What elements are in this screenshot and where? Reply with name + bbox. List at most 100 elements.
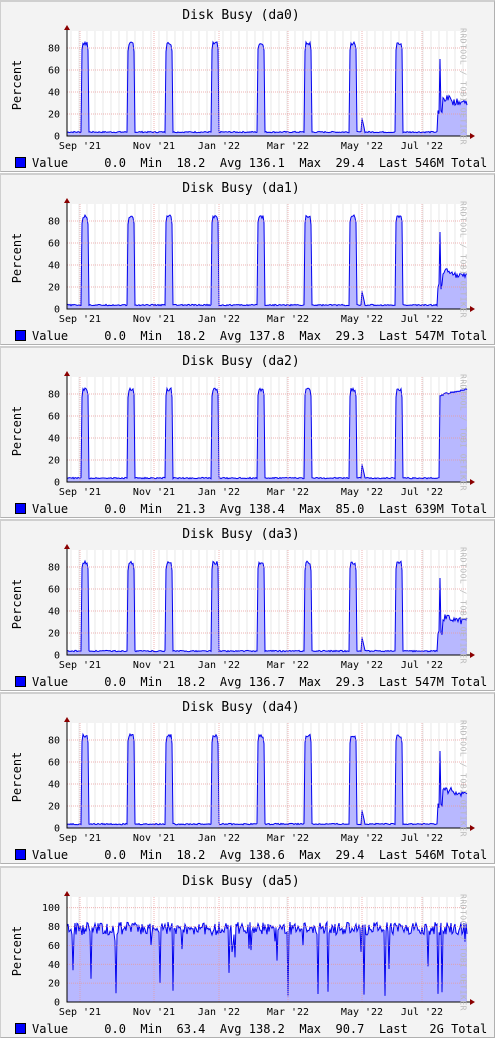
y-axis-arrow-icon	[64, 25, 70, 30]
x-tick-label: Sep '21	[59, 1007, 101, 1018]
axes	[66, 721, 471, 829]
axes	[66, 375, 471, 483]
y-axis-label: Percent	[10, 405, 24, 457]
legend-min-label: Min	[125, 1022, 163, 1036]
y-tick-label: 60	[48, 66, 60, 77]
legend-swatch-icon	[15, 330, 26, 341]
legend-avg-label: Avg	[205, 156, 242, 170]
x-tick-label: Jul '22	[401, 314, 443, 325]
x-tick-label: May '22	[341, 833, 383, 844]
x-tick-label: Jan '22	[198, 314, 240, 325]
legend-total-label: Total	[443, 156, 488, 170]
legend-swatch-icon	[15, 1023, 26, 1034]
legend-row: Value 0.0 Min 18.2 Avg 136.1 Max 29.4 La…	[15, 156, 487, 170]
y-axis-label: Percent	[10, 578, 24, 630]
legend-max-label: Max	[284, 502, 322, 516]
legend-row: Value 0.0 Min 18.2 Avg 138.6 Max 29.4 La…	[15, 848, 487, 862]
legend-swatch-icon	[15, 676, 26, 687]
legend-avg: 138.4	[241, 502, 285, 516]
x-tick-label: Jan '22	[198, 141, 240, 152]
axes	[66, 29, 471, 137]
y-tick-label: 80	[48, 736, 60, 747]
x-tick-label: Jul '22	[401, 660, 443, 671]
series-area	[67, 561, 467, 655]
x-tick-label: May '22	[341, 1007, 383, 1018]
legend-swatch-icon	[15, 157, 26, 168]
legend-min: 21.3	[162, 502, 206, 516]
y-tick-label: 20	[48, 110, 60, 121]
rrdtool-watermark: RRDTOOL / TOBI OETIKER	[458, 201, 468, 318]
legend-label: Value	[32, 675, 69, 689]
y-axis-arrow-icon	[64, 198, 70, 203]
y-tick-label: 80	[48, 44, 60, 55]
y-tick-label: 40	[48, 780, 60, 791]
series-area	[67, 734, 467, 828]
x-tick-label: Sep '21	[59, 314, 101, 325]
legend-min: 18.2	[162, 848, 206, 862]
axes	[66, 548, 471, 656]
x-tick-label: Nov '21	[133, 487, 175, 498]
legend-label: Value	[32, 848, 69, 862]
chart-title: Disk Busy (da1)	[182, 181, 300, 196]
x-axis-arrow-icon	[470, 825, 475, 831]
y-tick-label: 80	[48, 922, 60, 933]
rrdtool-watermark: RRDTOOL / TOBI OETIKER	[458, 547, 468, 664]
rrdtool-watermark: RRDTOOL / TOBI OETIKER	[458, 28, 468, 145]
x-tick-label: Jul '22	[401, 487, 443, 498]
legend-avg-label: Avg	[205, 675, 242, 689]
legend-swatch-icon	[15, 503, 26, 514]
x-tick-label: Sep '21	[59, 487, 101, 498]
y-axis-arrow-icon	[64, 544, 70, 549]
legend-current: 0.0	[68, 1022, 126, 1036]
y-axis-label: Percent	[10, 59, 24, 111]
legend-total: 547M	[407, 329, 444, 343]
x-axis-arrow-icon	[470, 999, 475, 1005]
y-tick-label: 20	[48, 802, 60, 813]
x-tick-label: Jul '22	[401, 141, 443, 152]
legend-current: 0.0	[68, 156, 126, 170]
plot-svg: 0 20 40 60 80 Sep '21 Nov '21 Jan '22 Mar '22 May…	[48, 198, 475, 325]
x-tick-label: Mar '22	[267, 660, 309, 671]
graph-panel: 0 20 40 60 80 Sep '21 Nov '21 Jan '22 Mar '22 May…	[0, 519, 495, 691]
y-tick-label: 60	[48, 239, 60, 250]
legend-total-label: Total	[443, 1022, 488, 1036]
x-tick-label: Jan '22	[198, 487, 240, 498]
y-tick-label: 0	[54, 132, 60, 143]
series-line	[66, 559, 468, 653]
x-tick-label: Jul '22	[401, 833, 443, 844]
rrdtool-watermark: RRDTOOL / TOBI OETIKER	[458, 374, 468, 491]
y-axis-label: Percent	[10, 925, 24, 977]
x-tick-label: Nov '21	[133, 833, 175, 844]
y-axis-label: Percent	[10, 232, 24, 284]
series-line	[66, 732, 468, 826]
legend-avg: 136.7	[241, 675, 285, 689]
legend-min: 63.4	[162, 1022, 206, 1036]
graph-panel: 0 20 40 60 80 Sep '21 Nov '21 Jan '22 Mar '22 May…	[0, 0, 495, 172]
plot-svg: 0 20 40 60 80 Sep '21 Nov '21 Jan '22 Mar '22 May…	[48, 25, 475, 152]
legend-max: 29.3	[321, 675, 365, 689]
legend-total: 547M	[407, 675, 444, 689]
legend-min: 18.2	[162, 329, 206, 343]
x-axis-arrow-icon	[470, 479, 475, 485]
legend-max: 29.4	[321, 156, 365, 170]
legend-max: 85.0	[321, 502, 365, 516]
y-tick-label: 40	[48, 88, 60, 99]
x-axis-arrow-icon	[470, 306, 475, 312]
x-tick-label: May '22	[341, 487, 383, 498]
series-area	[67, 42, 467, 136]
legend-swatch-icon	[15, 849, 26, 860]
legend-label: Value	[32, 329, 69, 343]
legend-last-label: Last	[364, 1022, 408, 1036]
legend-min-label: Min	[125, 329, 163, 343]
graph-panel: 0 20 40 60 80 Sep '21 Nov '21 Jan '22 Mar '22 May…	[0, 173, 495, 345]
legend-avg: 136.1	[241, 156, 285, 170]
legend-current: 0.0	[68, 329, 126, 343]
plot-svg: 0 20 40 60 80 Sep '21 Nov '21 Jan '22 Mar '22 May…	[48, 717, 475, 844]
x-axis-arrow-icon	[470, 133, 475, 139]
graph-panel: 0 20 40 60 80 Sep '21 Nov '21 Jan '22 Mar '22 May…	[0, 346, 495, 518]
x-tick-label: Sep '21	[59, 660, 101, 671]
legend-avg: 138.6	[241, 848, 285, 862]
plot-svg: 0 20 40 60 80 100 Sep '21 Nov '21 Jan '22 Mar '22…	[42, 891, 475, 1018]
legend-min-label: Min	[125, 156, 163, 170]
x-tick-label: Mar '22	[267, 314, 309, 325]
